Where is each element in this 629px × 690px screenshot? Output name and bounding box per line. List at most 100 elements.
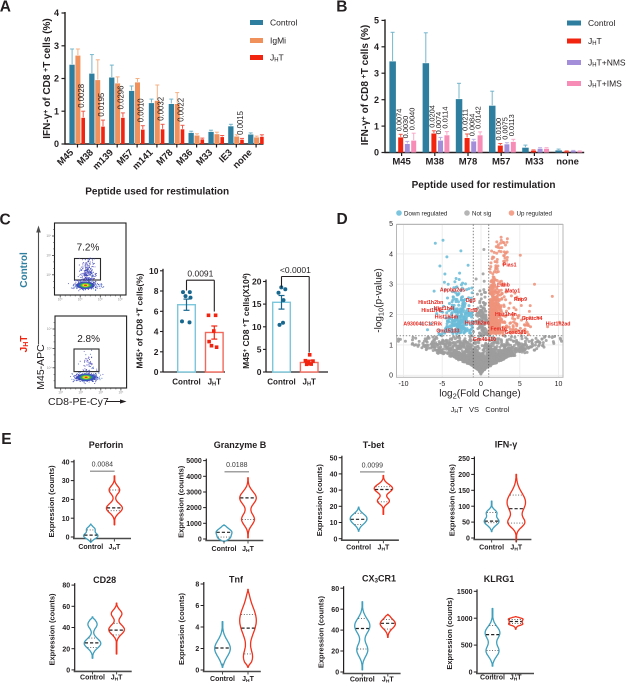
svg-text:Control: Control	[212, 546, 237, 553]
svg-text:80: 80	[331, 586, 339, 593]
svg-text:M78: M78	[459, 157, 477, 168]
svg-text:2: 2	[389, 312, 393, 319]
svg-text:Control: Control	[80, 675, 105, 682]
svg-text:10⁴: 10⁴	[47, 327, 53, 331]
svg-text:Dg3: Dg3	[466, 298, 476, 304]
svg-text:Down regulated: Down regulated	[404, 210, 448, 217]
svg-text:D: D	[337, 211, 348, 228]
svg-text:10⁴: 10⁴	[46, 254, 52, 258]
svg-text:3000: 3000	[186, 490, 202, 497]
svg-text:JHT: JHT	[510, 545, 522, 553]
svg-text:5000: 5000	[186, 458, 202, 465]
svg-text:Hist1h4i: Hist1h4i	[434, 306, 455, 312]
svg-text:10⁵: 10⁵	[98, 391, 104, 395]
svg-text:0: 0	[469, 670, 473, 677]
svg-text:10⁵: 10⁵	[58, 298, 64, 302]
svg-text:Peptide used for restimulation: Peptide used for restimulation	[412, 180, 556, 191]
svg-text:10⁵: 10⁵	[98, 298, 104, 302]
svg-text:Pias1: Pias1	[503, 263, 517, 269]
svg-text:-log10(p-value): -log10(p-value)	[374, 268, 386, 333]
svg-text:10⁵: 10⁵	[78, 298, 84, 302]
svg-text:60: 60	[62, 604, 70, 611]
svg-text:Control: Control	[172, 378, 200, 387]
svg-text:20: 20	[62, 497, 70, 504]
svg-text:Hist1h2ad: Hist1h2ad	[546, 322, 571, 328]
svg-text:Tnf: Tnf	[229, 575, 244, 585]
svg-text:200: 200	[458, 472, 470, 479]
svg-text:Gm41410: Gm41410	[473, 337, 496, 343]
svg-text:IFN-γ+ of CD8 +T cells (%): IFN-γ+ of CD8 +T cells (%)	[42, 18, 53, 138]
svg-text:20: 20	[62, 646, 70, 653]
svg-text:Gosc381: Gosc381	[505, 330, 527, 336]
svg-text:Control: Control	[270, 17, 298, 27]
svg-text:JHT VS Control: JHT VS Control	[451, 405, 510, 415]
svg-text:0: 0	[195, 668, 199, 675]
svg-text:Control: Control	[588, 18, 616, 28]
svg-text:15: 15	[252, 299, 262, 309]
svg-text:0.0114: 0.0114	[441, 107, 450, 129]
svg-text:2: 2	[54, 74, 59, 84]
svg-text:Control: Control	[78, 544, 103, 551]
svg-text:Appbp2os: Appbp2os	[440, 287, 465, 293]
svg-text:0.0142: 0.0142	[474, 106, 483, 129]
svg-text:log2(Fold Change): log2(Fold Change)	[439, 389, 520, 401]
svg-text:C: C	[0, 212, 11, 229]
svg-text:Control: Control	[267, 378, 295, 387]
svg-text:10: 10	[555, 381, 563, 388]
svg-text:JHT: JHT	[378, 545, 390, 553]
svg-text:6: 6	[154, 306, 159, 316]
svg-text:CD8-PE-Cy7: CD8-PE-Cy7	[48, 396, 109, 408]
svg-text:0.0091: 0.0091	[187, 269, 213, 279]
svg-text:Perforin: Perforin	[89, 440, 124, 450]
svg-text:60: 60	[331, 607, 339, 614]
svg-text:0: 0	[66, 535, 70, 542]
svg-text:40: 40	[62, 459, 70, 466]
svg-text:M45-APC: M45-APC	[35, 344, 47, 390]
svg-text:80: 80	[62, 583, 70, 590]
svg-text:500: 500	[461, 643, 473, 650]
svg-text:0: 0	[257, 367, 262, 377]
svg-text:5: 5	[389, 221, 393, 228]
svg-text:0.0075: 0.0075	[501, 117, 510, 140]
svg-text:5: 5	[257, 344, 262, 354]
svg-text:0.0296: 0.0296	[117, 86, 126, 110]
svg-text:JHT: JHT	[208, 378, 222, 388]
svg-text:IFN-γ: IFN-γ	[495, 440, 518, 450]
svg-text:0.0084: 0.0084	[467, 114, 476, 137]
svg-text:JHT: JHT	[19, 336, 30, 353]
svg-text:5: 5	[374, 16, 379, 26]
svg-text:CD28: CD28	[93, 575, 116, 585]
svg-text:Expression (counts): Expression (counts)	[447, 464, 456, 537]
svg-text:Control: Control	[19, 252, 30, 288]
svg-text:0.0100: 0.0100	[494, 118, 503, 141]
svg-text:Expression (counts): Expression (counts)	[317, 596, 326, 669]
svg-text:Peptide used for restimulation: Peptide used for restimulation	[85, 187, 229, 198]
svg-text:JHT: JHT	[242, 546, 254, 554]
svg-text:Gm15133: Gm15133	[436, 329, 459, 335]
svg-text:10⁴: 10⁴	[46, 273, 52, 277]
svg-text:Control: Control	[480, 675, 505, 682]
svg-text:2.8%: 2.8%	[77, 334, 100, 345]
svg-text:Control: Control	[346, 545, 371, 552]
svg-text:100: 100	[458, 504, 470, 511]
svg-text:50: 50	[330, 455, 338, 462]
svg-text:Control: Control	[479, 545, 504, 552]
svg-text:10⁵: 10⁵	[78, 391, 84, 395]
svg-text:2: 2	[374, 95, 379, 105]
svg-text:Expression (counts): Expression (counts)	[445, 597, 454, 670]
svg-text:Not sig: Not sig	[472, 210, 492, 217]
svg-text:Hist1h4m: Hist1h4m	[435, 314, 459, 320]
svg-text:M33: M33	[525, 157, 543, 168]
svg-text:3: 3	[54, 41, 59, 51]
svg-text:Control: Control	[350, 677, 375, 684]
svg-text:-5: -5	[439, 381, 445, 388]
svg-text:2: 2	[154, 347, 159, 357]
svg-text:10⁴: 10⁴	[46, 234, 52, 238]
svg-text:<0.0001: <0.0001	[280, 265, 311, 275]
svg-text:Hist1h4n: Hist1h4n	[495, 312, 517, 318]
svg-text:20: 20	[252, 277, 262, 287]
svg-text:T-bet: T-bet	[363, 440, 385, 450]
svg-text:7.2%: 7.2%	[77, 242, 100, 253]
svg-text:0.0211: 0.0211	[461, 109, 470, 131]
svg-text:4000: 4000	[186, 474, 202, 481]
